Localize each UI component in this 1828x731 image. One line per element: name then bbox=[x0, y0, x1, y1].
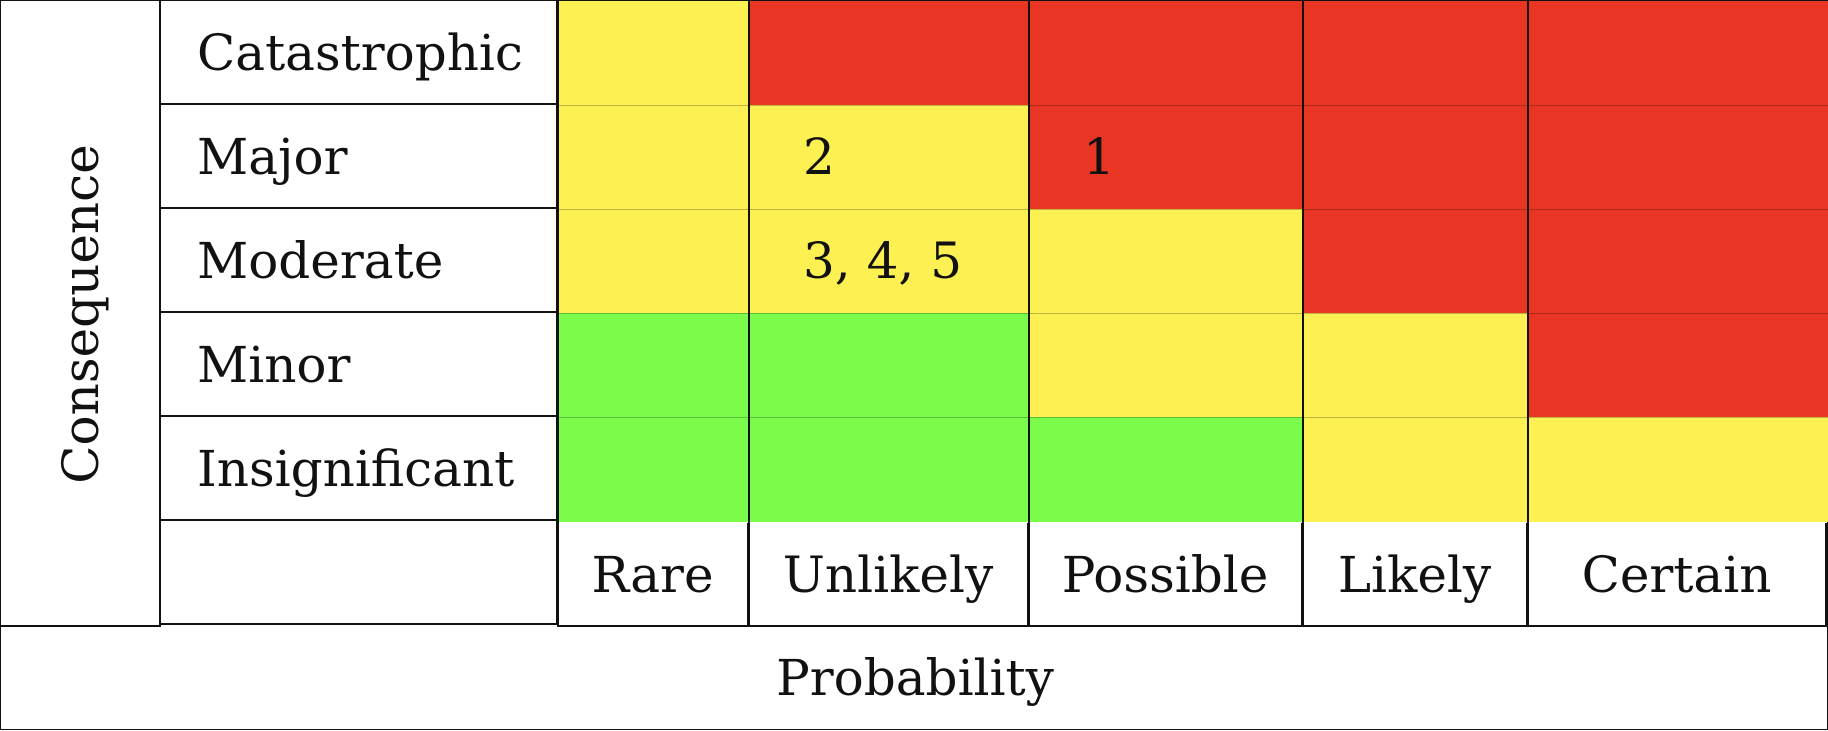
grid-column-divider bbox=[1028, 1, 1030, 627]
risk-cell-moderate-unlikely: 3, 4, 5 bbox=[749, 209, 1029, 313]
risk-cell-insignificant-certain bbox=[1528, 417, 1828, 522]
col-label-possible: Possible bbox=[1029, 523, 1303, 627]
risk-cell-minor-unlikely bbox=[749, 313, 1029, 417]
row-label-insignificant: Insignificant bbox=[161, 417, 558, 521]
grid-column-divider bbox=[748, 1, 750, 627]
risk-cell-major-unlikely: 2 bbox=[749, 105, 1029, 209]
row-label-catastrophic: Catastrophic bbox=[161, 1, 558, 105]
row-label-major: Major bbox=[161, 105, 558, 209]
risk-cell-entries: 1 bbox=[1083, 128, 1115, 186]
grid-row-divider bbox=[558, 105, 1828, 106]
risk-cell-moderate-rare bbox=[558, 209, 749, 313]
risk-cell-catastrophic-certain bbox=[1528, 1, 1828, 105]
risk-cell-minor-likely bbox=[1303, 313, 1528, 417]
risk-cell-insignificant-rare bbox=[558, 417, 749, 522]
risk-cell-minor-possible bbox=[1029, 313, 1303, 417]
risk-cell-major-likely bbox=[1303, 105, 1528, 209]
row-label-moderate: Moderate bbox=[161, 209, 558, 313]
consequence-axis-title: Consequence bbox=[52, 144, 110, 484]
col-label-rare: Rare bbox=[558, 523, 749, 627]
risk-cell-moderate-certain bbox=[1528, 209, 1828, 313]
col-label-certain: Certain bbox=[1528, 523, 1827, 627]
risk-cell-minor-rare bbox=[558, 313, 749, 417]
consequence-axis: Consequence bbox=[1, 1, 161, 627]
risk-cell-insignificant-likely bbox=[1303, 417, 1528, 522]
risk-cell-moderate-likely bbox=[1303, 209, 1528, 313]
col-label-likely: Likely bbox=[1303, 523, 1528, 627]
grid-row-divider bbox=[558, 417, 1828, 418]
risk-cell-entries: 2 bbox=[803, 128, 835, 186]
risk-cell-catastrophic-likely bbox=[1303, 1, 1528, 105]
risk-cell-minor-certain bbox=[1528, 313, 1828, 417]
grid-row-divider bbox=[558, 313, 1828, 314]
probability-axis: Probability bbox=[1, 627, 1828, 731]
risk-cell-insignificant-possible bbox=[1029, 417, 1303, 522]
risk-cell-catastrophic-rare bbox=[558, 1, 749, 105]
col-label-unlikely: Unlikely bbox=[749, 523, 1029, 627]
risk-cell-insignificant-unlikely bbox=[749, 417, 1029, 522]
risk-cell-entries: 3, 4, 5 bbox=[803, 232, 963, 290]
risk-cell-catastrophic-unlikely bbox=[749, 1, 1029, 105]
grid-column-divider bbox=[1527, 1, 1529, 627]
risk-cell-moderate-possible bbox=[1029, 209, 1303, 313]
row-label-minor: Minor bbox=[161, 313, 558, 417]
risk-cell-major-rare bbox=[558, 105, 749, 209]
grid-column-divider bbox=[1302, 1, 1304, 627]
grid-row-divider bbox=[558, 209, 1828, 210]
row-label-empty bbox=[161, 521, 558, 625]
risk-cell-major-certain bbox=[1528, 105, 1828, 209]
risk-cell-major-possible: 1 bbox=[1029, 105, 1303, 209]
risk-cell-catastrophic-possible bbox=[1029, 1, 1303, 105]
grid-column-divider bbox=[557, 1, 559, 627]
probability-axis-title: Probability bbox=[776, 649, 1054, 707]
